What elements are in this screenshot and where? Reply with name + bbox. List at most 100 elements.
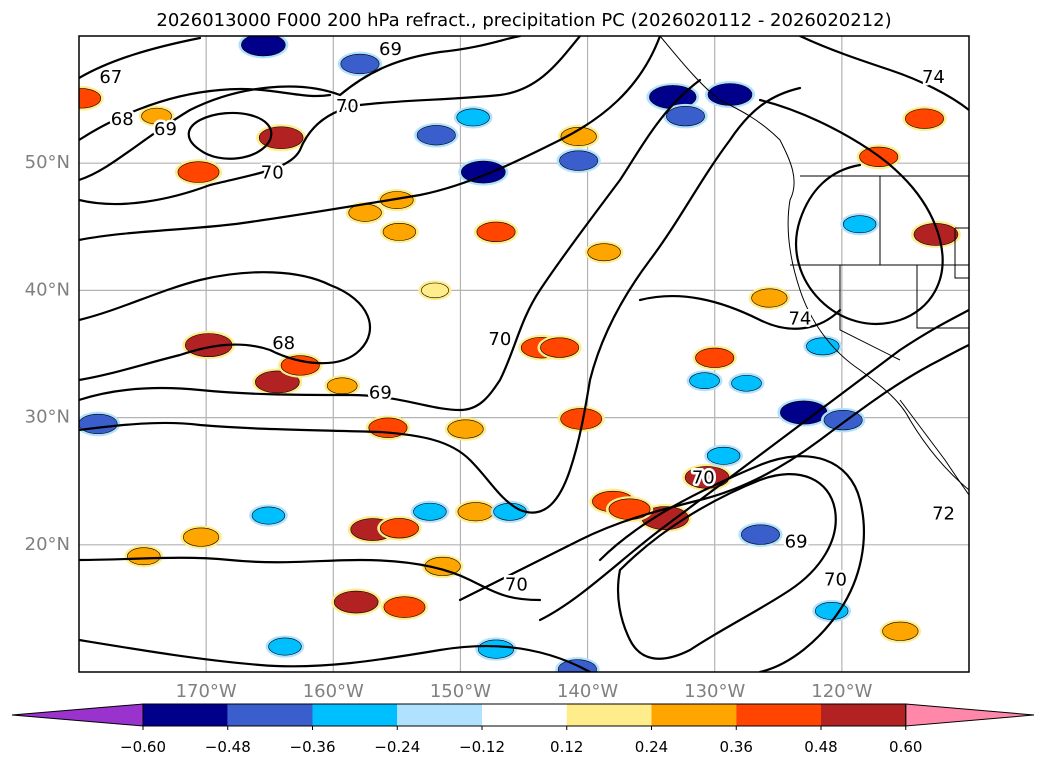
contour-68-west: [79, 271, 372, 382]
precip-patch-53: [731, 374, 762, 392]
contour-70-southwest: [79, 556, 542, 602]
colorbar-segment-6: [566, 704, 652, 726]
precip-patch-20: [476, 221, 516, 242]
contour-69-mid: [79, 78, 702, 412]
precip-patch-57: [706, 446, 741, 465]
map-title: 2026013000 F000 200 hPa refract., precip…: [156, 10, 891, 31]
x-tick-label-3: 140°W: [557, 681, 618, 702]
precip-patch-54: [695, 347, 735, 368]
contour-label-8: 69: [369, 382, 392, 403]
contour-68: [79, 87, 332, 142]
colorbar-tick-label-2: −0.36: [290, 738, 336, 756]
precipitation-layer: [79, 36, 961, 672]
precip-patch-56: [751, 288, 788, 308]
precip-patch-32: [540, 337, 580, 358]
colorbar-extend-high: [905, 703, 1035, 727]
colorbar: −0.60 −0.48 −0.36 −0.24 −0.12 0.12 0.24 0.36 0.4…: [11, 703, 1035, 756]
colorbar-tick-label-7: 0.36: [720, 738, 753, 756]
contour-label-9: 70: [488, 329, 511, 350]
precip-patch-4: [241, 36, 286, 57]
colorbar-segment-7: [651, 704, 737, 726]
contour-label-7: 68: [272, 333, 295, 354]
x-axis-labels: 170°W 160°W 150°W 140°W 130°W 120°W: [176, 681, 873, 702]
precip-patch-18: [380, 191, 414, 209]
precip-patch-1: [141, 107, 172, 125]
x-tick-label-4: 130°W: [684, 681, 745, 702]
precip-patch-12: [707, 83, 753, 106]
precip-patch-16: [913, 223, 959, 246]
precip-patch-27: [326, 377, 358, 395]
y-tick-label-3: 20°N: [25, 534, 70, 555]
precip-patch-55: [587, 243, 621, 262]
precip-patch-2: [177, 161, 220, 183]
colorbar-tick-label-3: −0.24: [374, 738, 420, 756]
contour-70-loop: [187, 111, 273, 160]
precip-patch-26: [79, 413, 118, 435]
colorbar-frame: [142, 703, 907, 727]
contour-label-13: 70: [824, 569, 847, 590]
precip-patch-25: [280, 355, 320, 376]
contour-70-south: [598, 455, 866, 672]
contour-71-band: [79, 36, 662, 242]
baja-california: [899, 399, 969, 496]
contour-74-east: [758, 98, 944, 325]
contour-label-15: 70: [505, 575, 528, 596]
contour-67: [79, 36, 202, 80]
contour-label-10: 74: [788, 309, 811, 330]
contour-70-north: [79, 36, 582, 206]
x-tick-label-1: 160°W: [303, 681, 364, 702]
contour-69-south: [616, 473, 837, 660]
colorbar-tick-label-1: −0.48: [205, 738, 251, 756]
precip-patch-21: [382, 222, 417, 241]
precip-patch-15: [904, 108, 944, 129]
x-tick-label-2: 150°W: [430, 681, 491, 702]
precip-patch-9: [559, 150, 599, 171]
precip-patch-30: [457, 502, 494, 522]
colorbar-tick-label-0: −0.60: [120, 738, 166, 756]
colorbar-segment-4: [397, 704, 482, 726]
gridlines: [79, 36, 969, 672]
contour-label-1: 68: [111, 109, 134, 130]
colorbar-tick-label-4: −0.12: [459, 738, 505, 756]
precip-patch-41: [379, 518, 419, 539]
contour-71-south: [458, 343, 969, 602]
precip-patch-13: [665, 106, 705, 127]
contour-69-north: [79, 36, 522, 182]
colorbar-segment-3: [312, 704, 398, 726]
contour-labels: 67 68 69 69 70 70 74 68 69 70 74 70 69 70 72 70: [97, 36, 958, 598]
y-tick-label-2: 30°N: [25, 407, 70, 428]
contour-label-3: 69: [379, 39, 402, 60]
coastlines: [659, 36, 969, 496]
precip-patch-8: [461, 160, 506, 184]
contour-label-4: 70: [336, 96, 359, 117]
contour-label-5: 70: [261, 162, 284, 183]
precip-patch-62: [557, 659, 597, 672]
colorbar-tick-label-9: 0.60: [889, 738, 922, 756]
colorbar-tick-label-5: 0.12: [550, 738, 583, 756]
contour-south-bottom: [79, 638, 592, 672]
precip-patch-46: [127, 547, 161, 566]
y-tick-label-1: 40°N: [25, 279, 70, 300]
colorbar-segment-5: [482, 704, 567, 726]
precip-patch-10: [560, 126, 597, 146]
precip-patch-17: [842, 215, 877, 234]
colorbar-segment-1: [143, 704, 228, 726]
contour-label-14: 72: [932, 503, 955, 524]
precip-patch-58: [740, 524, 780, 545]
precip-patch-24: [255, 370, 300, 394]
precip-patch-5: [340, 53, 380, 75]
state-border-3: [839, 265, 901, 361]
contour-72: [538, 308, 969, 622]
precip-patch-51: [608, 498, 651, 520]
colorbar-extend-low: [11, 703, 144, 727]
precip-patch-39: [806, 337, 840, 356]
precip-patch-60: [882, 621, 919, 641]
precip-patch-43: [383, 596, 426, 618]
contour-74-mid: [638, 294, 842, 330]
contour-label-12: 69: [785, 531, 808, 552]
y-tick-label-0: 50°N: [25, 152, 70, 173]
precip-patch-61: [268, 637, 302, 656]
colorbar-tick-label-6: 0.24: [635, 738, 668, 756]
precip-patch-49: [251, 506, 286, 525]
